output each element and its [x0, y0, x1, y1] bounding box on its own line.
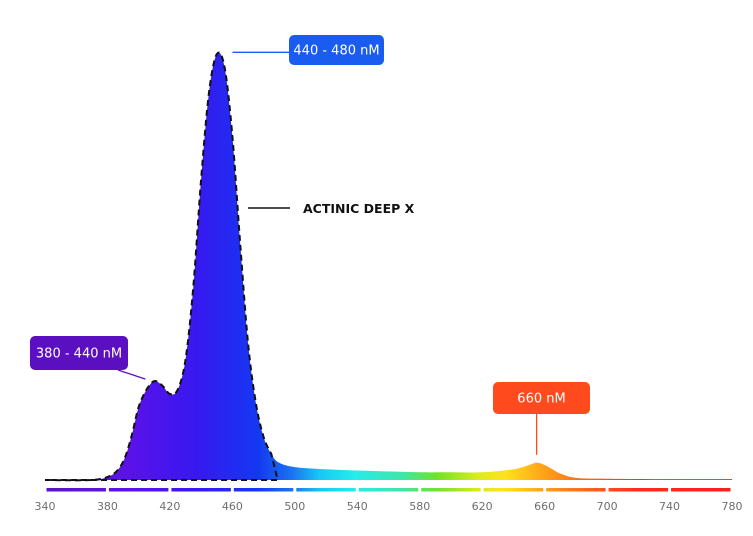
spectrum-bar-segment [233, 488, 294, 492]
x-tick-label: 660 [534, 500, 555, 513]
spectrum-bar-segment [358, 488, 419, 492]
callout-660: 660 nM [493, 382, 590, 455]
spectrum-bar-segment [483, 488, 544, 492]
series-label-text: ACTINIC DEEP X [303, 201, 415, 216]
spectrum-bar-segment [671, 488, 731, 492]
spectrum-bar [46, 488, 731, 492]
callout-660-text: 660 nM [517, 392, 565, 407]
callout-380-440-text: 380 - 440 nM [36, 347, 122, 362]
x-tick-label: 420 [159, 500, 180, 513]
x-tick-label: 740 [659, 500, 680, 513]
spectrum-bar-segment [546, 488, 606, 492]
x-tick-label: 380 [97, 500, 118, 513]
series-label-actinic-deep-x: ACTINIC DEEP X [248, 201, 415, 216]
spectrum-bar-segment [46, 488, 106, 492]
x-tick-label: 580 [409, 500, 430, 513]
annotations-layer: 440 - 480 nM 380 - 440 nM 660 nM ACTINIC DE… [30, 35, 590, 455]
spectrum-area-fill [45, 52, 732, 481]
spectrum-area-layer [44, 51, 732, 482]
x-axis-ticks: 340 380 420 460 500 540 580 620 660 700 740 780 [35, 500, 743, 513]
callout-660-box [493, 382, 590, 414]
spectrum-bar-segment [608, 488, 669, 492]
spectrum-bar-segment [421, 488, 481, 492]
callout-380-440-box [30, 336, 128, 370]
x-tick-label: 780 [722, 500, 743, 513]
callout-380-440-leader-line [117, 369, 146, 380]
x-tick-label: 620 [472, 500, 493, 513]
spectrum-bar-segment [171, 488, 231, 492]
x-tick-label: 700 [597, 500, 618, 513]
spectrum-bar-segment [108, 488, 169, 492]
x-tick-label: 460 [222, 500, 243, 513]
callout-440-480: 440 - 480 nM [232, 35, 384, 65]
callout-380-440: 380 - 440 nM [30, 336, 146, 380]
spectrum-bar-segment [296, 488, 356, 492]
callout-440-480-box [289, 35, 384, 65]
actinic-deep-x-outline [44, 51, 279, 482]
x-tick-label: 340 [35, 500, 56, 513]
callout-440-480-text: 440 - 480 nM [293, 44, 379, 59]
x-tick-label: 500 [284, 500, 305, 513]
x-tick-label: 540 [347, 500, 368, 513]
